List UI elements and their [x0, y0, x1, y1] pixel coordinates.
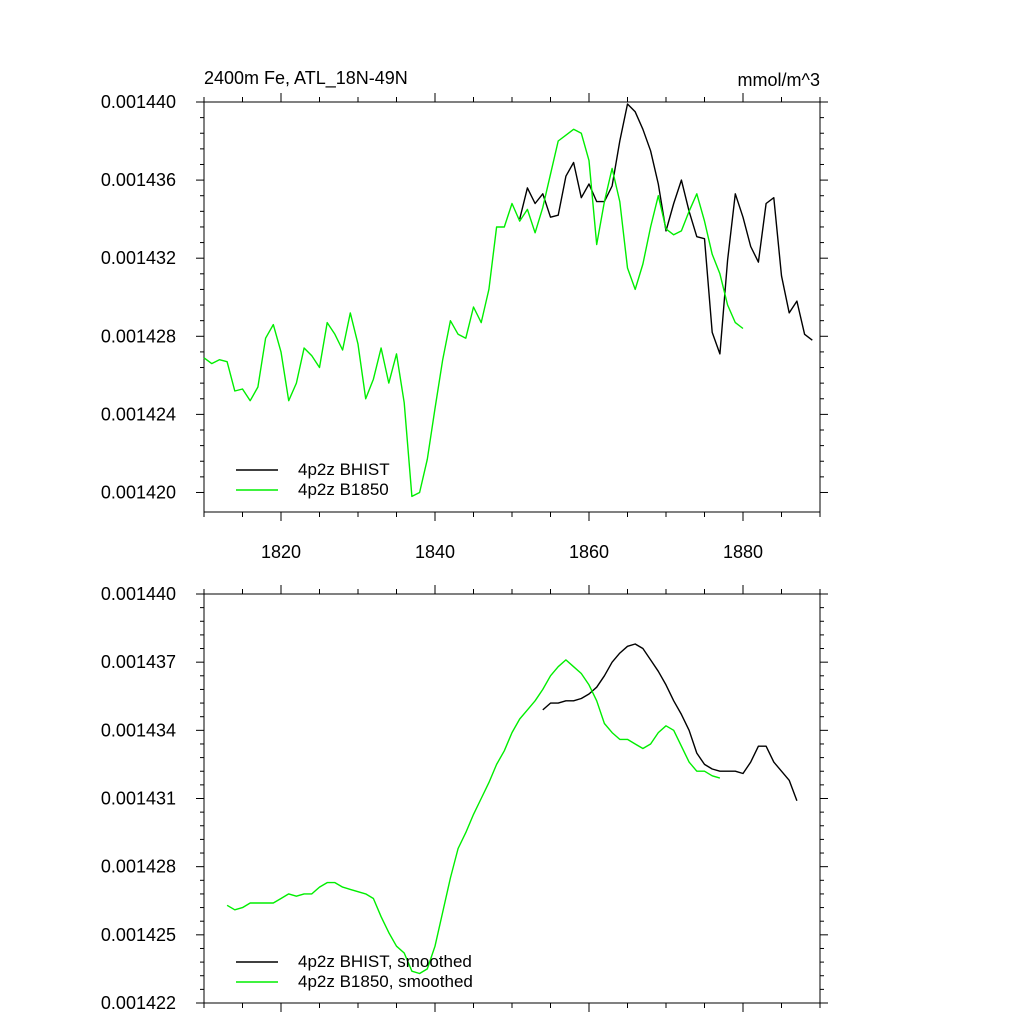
- y-tick-label: 0.001437: [101, 652, 176, 672]
- legend-label: 4p2z BHIST: [298, 460, 390, 479]
- y-tick-label: 0.001440: [101, 92, 176, 112]
- x-tick-label: 1880: [723, 542, 763, 562]
- top-chart-title: 2400m Fe, ATL_18N-49N: [204, 68, 408, 89]
- bottom-chart-panel: 0.001422 0.001425 0.001428 0.001431 0.001434…: [101, 584, 828, 1013]
- top-chart-panel: 2400m Fe, ATL_18N-49N mmol/m^3 0.001420 0…: [101, 68, 828, 562]
- series-line-bhist: [542, 643, 798, 802]
- x-tick-label: 1840: [415, 542, 455, 562]
- y-tick-label: 0.001425: [101, 925, 176, 945]
- legend-label: 4p2z B1850, smoothed: [298, 972, 473, 991]
- y-tick-label: 0.001420: [101, 482, 176, 502]
- series-line-b1850: [226, 659, 721, 975]
- y-tick-label: 0.001428: [101, 326, 176, 346]
- legend-label: 4p2z BHIST, smoothed: [298, 952, 472, 971]
- series-line-b1850: [203, 128, 744, 498]
- legend-label: 4p2z B1850: [298, 480, 389, 499]
- y-tick-label: 0.001432: [101, 248, 176, 268]
- series-line-bhist: [519, 103, 813, 355]
- y-tick-label: 0.001428: [101, 857, 176, 877]
- y-tick-label: 0.001434: [101, 720, 176, 740]
- y-tick-label: 0.001424: [101, 404, 176, 424]
- y-tick-label: 0.001431: [101, 789, 176, 809]
- top-chart-units: mmol/m^3: [738, 70, 820, 90]
- y-tick-label: 0.001422: [101, 993, 176, 1013]
- x-tick-label: 1860: [569, 542, 609, 562]
- x-tick-label: 1820: [261, 542, 301, 562]
- y-tick-label: 0.001436: [101, 170, 176, 190]
- y-tick-label: 0.001440: [101, 584, 176, 604]
